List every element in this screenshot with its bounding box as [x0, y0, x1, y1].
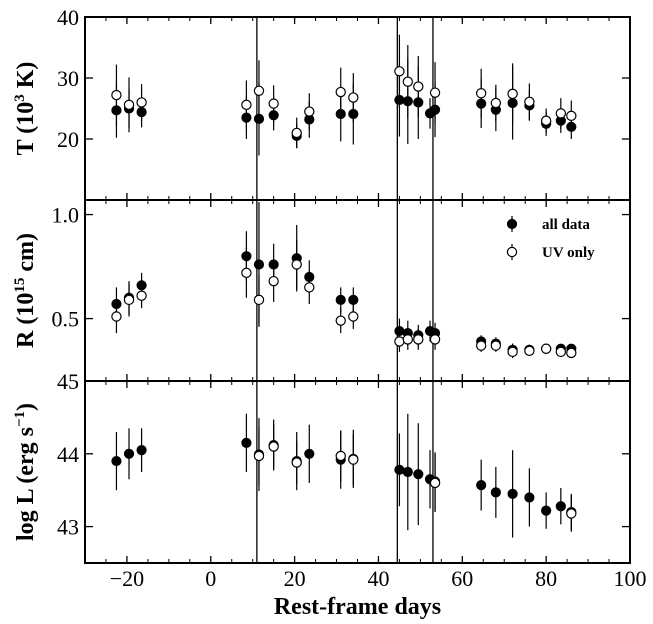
data-point-open: [566, 110, 577, 122]
y-tick-label: 20: [57, 127, 79, 152]
data-point-filled: [524, 492, 535, 503]
y-tick-label: 40: [57, 5, 79, 30]
data-point-open: [394, 336, 405, 347]
y-tick-label: 0.5: [52, 307, 80, 332]
data-point-open: [111, 311, 122, 322]
panel-frame-T: [84, 16, 631, 201]
data-point-open: [507, 88, 518, 100]
data-point-open: [429, 334, 441, 345]
x-tick-label: 40: [367, 566, 389, 591]
data-point-open: [524, 96, 535, 107]
data-point-filled: [402, 466, 413, 478]
panel-frame-L: [84, 380, 631, 564]
data-point-open: [123, 99, 135, 111]
data-point-open: [402, 334, 414, 345]
legend-label: UV only: [542, 245, 595, 261]
data-point-open: [253, 450, 265, 462]
data-point-open: [413, 334, 424, 345]
x-tick-label: 80: [535, 566, 557, 591]
data-point-open: [241, 99, 252, 111]
legend-marker-filled: [506, 218, 518, 230]
data-point-open: [475, 340, 487, 351]
data-point-filled: [335, 294, 346, 305]
data-point-filled: [123, 448, 135, 459]
data-point-open: [475, 88, 487, 99]
data-point-open: [111, 89, 122, 101]
data-point-open: [555, 108, 567, 119]
data-point-filled: [507, 488, 518, 499]
data-point-open: [394, 66, 405, 77]
y-tick-label: 44: [57, 442, 79, 467]
data-point-open: [123, 294, 135, 306]
data-point-filled: [555, 501, 566, 512]
data-point-open: [429, 477, 441, 489]
data-point-open: [136, 290, 147, 301]
y-tick-label: 1.0: [52, 203, 80, 228]
data-point-open: [304, 106, 315, 117]
y-tick-label: 43: [57, 515, 79, 540]
data-point-open: [490, 97, 502, 109]
data-point-open: [291, 457, 302, 468]
legend-marker-open: [506, 246, 518, 258]
data-point-open: [402, 76, 414, 87]
data-point-open: [253, 85, 265, 97]
y-axis-label-L: log L (erg s−1): [12, 403, 39, 541]
data-point-open: [555, 346, 567, 358]
data-point-open: [335, 315, 346, 326]
y-axis-label-T: T (103 K): [12, 62, 39, 156]
x-tick-label: 20: [284, 566, 306, 591]
data-point-open: [335, 86, 346, 98]
axis-text: 20 30 40 T (103 K) 0.5 1.0 R (1015 cm) 43 44 45 lo…: [12, 5, 647, 620]
data-point-filled: [541, 505, 552, 516]
data-point-open: [566, 508, 577, 519]
legend: all data UV only: [506, 216, 595, 261]
data-point-open: [413, 81, 424, 92]
panel-frames: [84, 16, 631, 564]
x-tick-label: 100: [614, 566, 647, 591]
data-point-open: [304, 282, 315, 293]
data-point-open: [540, 343, 552, 354]
data-point-open: [507, 346, 518, 358]
data-point-open: [540, 115, 552, 126]
y-axis-label-R: R (1015 cm): [12, 233, 39, 348]
data-point-open: [348, 92, 359, 103]
data-point-filled: [476, 480, 487, 491]
data-point-filled: [413, 469, 424, 480]
data-point-open: [268, 441, 279, 452]
data-point-filled: [241, 437, 252, 448]
x-tick-label: 60: [451, 566, 473, 591]
data-point-filled: [348, 294, 359, 305]
x-tick-label: −20: [110, 566, 144, 591]
data-point-open: [241, 267, 252, 279]
data-point-filled: [136, 445, 147, 456]
data-point-open: [268, 98, 279, 109]
data-point-open: [566, 347, 577, 359]
y-tick-label: 45: [57, 369, 79, 394]
data-point-open: [335, 450, 346, 462]
data-point-open: [291, 127, 302, 139]
x-tick-label: 0: [205, 566, 216, 591]
data-point-open: [348, 311, 359, 322]
data-points: [111, 34, 577, 538]
data-point-open: [348, 454, 359, 465]
data-point-filled: [394, 464, 405, 475]
data-point-filled: [253, 259, 265, 270]
y-tick-label: 30: [57, 66, 79, 91]
data-point-filled: [490, 487, 501, 498]
data-point-filled: [304, 448, 315, 459]
data-point-filled: [111, 455, 122, 467]
x-axis-label: Rest-frame days: [274, 594, 441, 620]
data-point-open: [524, 345, 535, 357]
data-point-open: [490, 340, 502, 351]
data-point-open: [429, 87, 441, 98]
data-point-open: [136, 97, 147, 108]
data-point-open: [268, 275, 279, 287]
data-point-open: [291, 259, 302, 270]
legend-label: all data: [542, 217, 590, 233]
data-point-open: [253, 294, 265, 306]
